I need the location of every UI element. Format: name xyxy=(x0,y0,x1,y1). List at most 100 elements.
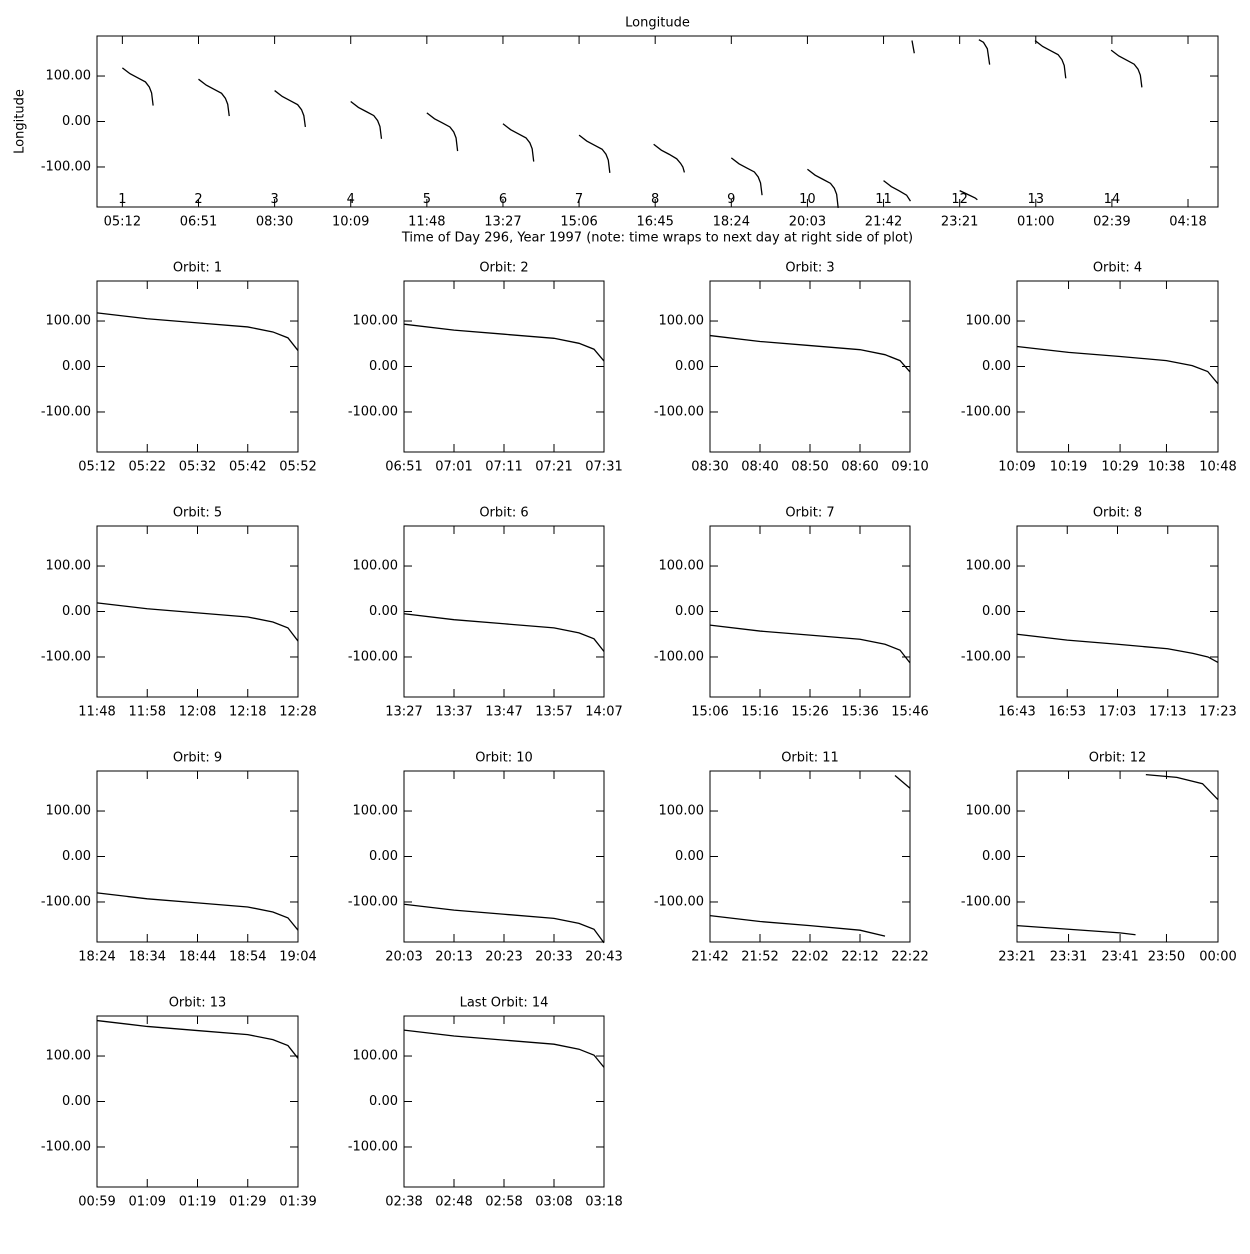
x-tick-label: 10:48 xyxy=(1199,460,1236,475)
x-tick-label: 12:28 xyxy=(279,705,316,720)
x-tick-label: 01:19 xyxy=(179,1195,216,1210)
plot-frame xyxy=(403,1015,605,1188)
plot-frame xyxy=(709,280,911,453)
x-tick-label: 11:48 xyxy=(408,215,445,230)
x-tick-label: 12:08 xyxy=(179,705,216,720)
data-line xyxy=(730,157,763,196)
data-line xyxy=(198,78,230,117)
chart-title: Orbit: 8 xyxy=(1093,506,1142,521)
data-line xyxy=(1110,49,1143,88)
y-tick-label: -100.00 xyxy=(348,649,398,664)
data-line xyxy=(709,775,911,937)
y-tick-label: 0.00 xyxy=(62,1094,91,1109)
x-tick-label: 01:29 xyxy=(229,1195,266,1210)
plot-frame xyxy=(1016,280,1219,453)
y-tick-label: 100.00 xyxy=(353,804,399,819)
data-line xyxy=(274,90,307,128)
x-tick-label: 20:03 xyxy=(789,215,826,230)
x-tick-label: 18:34 xyxy=(129,950,166,965)
x-tick-label: 23:50 xyxy=(1148,950,1185,965)
x-tick-label: 09:10 xyxy=(891,460,928,475)
x-tick-label: 19:04 xyxy=(279,950,316,965)
x-tick-label: 10:19 xyxy=(1050,460,1087,475)
y-tick-label: -100.00 xyxy=(961,404,1011,419)
y-tick-label: 0.00 xyxy=(982,604,1011,619)
x-tick-label: 05:22 xyxy=(129,460,166,475)
y-tick-label: 0.00 xyxy=(369,359,398,374)
x-tick-label: 00:00 xyxy=(1199,950,1236,965)
data-line xyxy=(1016,633,1219,664)
y-tick-label: 100.00 xyxy=(966,804,1012,819)
annotation: 13 xyxy=(1028,192,1045,207)
x-tick-label: 08:40 xyxy=(741,460,778,475)
x-tick-label: 08:50 xyxy=(791,460,828,475)
plot-frame xyxy=(96,280,299,453)
plot-frame xyxy=(1016,525,1219,698)
x-tick-label: 21:42 xyxy=(865,215,902,230)
data-line xyxy=(96,312,299,351)
data-line xyxy=(502,123,535,162)
data-line xyxy=(1034,40,1067,79)
y-tick-label: 100.00 xyxy=(353,1049,399,1064)
plot-frame xyxy=(96,770,299,943)
chart-title: Orbit: 4 xyxy=(1093,261,1142,276)
x-tick-label: 12:18 xyxy=(229,705,266,720)
y-tick-label: -100.00 xyxy=(654,894,704,909)
data-line xyxy=(96,1019,299,1059)
x-tick-label: 06:51 xyxy=(180,215,217,230)
plot-frame xyxy=(96,1015,299,1188)
x-tick-label: 01:39 xyxy=(279,1195,316,1210)
x-tick-label: 21:42 xyxy=(691,950,728,965)
x-tick-label: 20:13 xyxy=(435,950,472,965)
annotation: 9 xyxy=(727,192,735,207)
chart-title: Orbit: 5 xyxy=(173,506,222,521)
plot-frame xyxy=(403,280,605,453)
x-tick-label: 15:36 xyxy=(841,705,878,720)
data-line xyxy=(96,892,299,931)
y-tick-label: 0.00 xyxy=(62,359,91,374)
y-tick-label: -100.00 xyxy=(654,649,704,664)
data-line xyxy=(709,334,911,373)
x-tick-label: 15:16 xyxy=(741,705,778,720)
chart-title: Orbit: 2 xyxy=(479,261,528,276)
x-tick-label: 23:31 xyxy=(1050,950,1087,965)
y-tick-label: -100.00 xyxy=(41,649,91,664)
data-line xyxy=(403,323,605,362)
data-line xyxy=(1016,345,1219,385)
data-line xyxy=(959,39,991,201)
data-line xyxy=(653,143,686,173)
x-tick-label: 10:38 xyxy=(1148,460,1185,475)
plot-frame xyxy=(403,525,605,698)
x-tick-label: 07:21 xyxy=(535,460,572,475)
y-tick-label: -100.00 xyxy=(41,159,91,174)
x-tick-label: 15:46 xyxy=(891,705,928,720)
x-tick-label: 17:03 xyxy=(1099,705,1136,720)
y-tick-label: 0.00 xyxy=(675,849,704,864)
plot-frame xyxy=(403,770,605,943)
y-tick-label: 100.00 xyxy=(659,804,705,819)
y-tick-label: 100.00 xyxy=(46,804,92,819)
x-tick-label: 23:21 xyxy=(998,950,1035,965)
y-tick-label: 0.00 xyxy=(62,849,91,864)
data-line xyxy=(578,134,611,173)
x-tick-label: 03:18 xyxy=(585,1195,622,1210)
y-tick-label: 0.00 xyxy=(369,849,398,864)
x-tick-label: 21:52 xyxy=(741,950,778,965)
x-tick-label: 06:51 xyxy=(385,460,422,475)
x-tick-label: 13:27 xyxy=(385,705,422,720)
annotation: 3 xyxy=(270,192,278,207)
x-tick-label: 04:18 xyxy=(1169,215,1206,230)
x-tick-label: 05:52 xyxy=(279,460,316,475)
annotation: 1 xyxy=(118,192,126,207)
annotation: 7 xyxy=(575,192,583,207)
y-tick-label: -100.00 xyxy=(348,894,398,909)
data-line xyxy=(1016,773,1219,936)
chart-title: Last Orbit: 14 xyxy=(460,996,549,1011)
x-tick-label: 07:31 xyxy=(585,460,622,475)
data-line xyxy=(403,613,605,652)
y-tick-label: 100.00 xyxy=(46,559,92,574)
x-tick-label: 08:60 xyxy=(841,460,878,475)
plot-frame xyxy=(96,525,299,698)
data-line xyxy=(426,112,459,152)
